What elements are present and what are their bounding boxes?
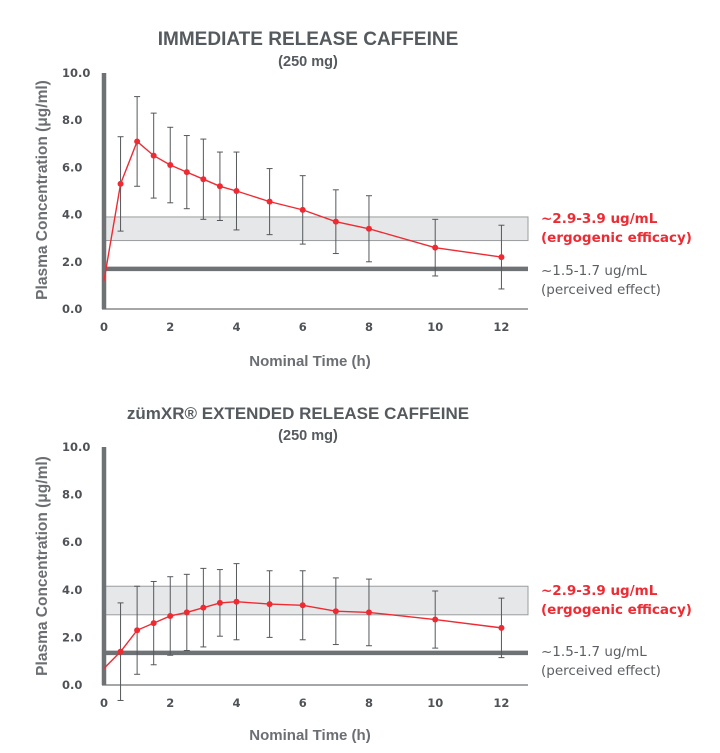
- data-point: [117, 648, 124, 655]
- x-tick-label: 2: [166, 696, 174, 710]
- data-point: [365, 225, 372, 232]
- chart-title: zümXR® EXTENDED RELEASE CAFFEINE: [127, 404, 469, 423]
- x-tick-label: 6: [299, 320, 307, 334]
- data-point: [216, 599, 223, 606]
- y-tick-label: 0.0: [62, 302, 82, 316]
- data-point: [299, 206, 306, 213]
- x-tick-label: 12: [493, 696, 509, 710]
- data-point: [498, 624, 505, 631]
- data-point: [200, 176, 207, 183]
- data-point: [266, 198, 273, 205]
- x-tick-label: 8: [365, 320, 373, 334]
- y-tick-label: 2.0: [62, 255, 82, 269]
- x-tick-label: 12: [493, 320, 509, 334]
- efficacy-annotation-range: ~2.9-3.9 ug/mL: [541, 211, 658, 227]
- perceived-annotation-label: (perceived effect): [541, 282, 661, 298]
- data-point: [150, 152, 157, 159]
- x-tick-label: 6: [299, 696, 307, 710]
- perceived-annotation-label: (perceived effect): [541, 663, 661, 679]
- data-point: [134, 138, 141, 145]
- data-point: [167, 612, 174, 619]
- data-point: [233, 188, 240, 194]
- x-tick-label: 0: [100, 696, 108, 710]
- data-point: [299, 602, 306, 609]
- chart-subtitle: (250 mg): [278, 54, 338, 70]
- x-tick-label: 10: [427, 320, 443, 334]
- data-point: [216, 183, 223, 190]
- x-tick-label: 10: [427, 696, 443, 710]
- data-point: [332, 218, 339, 225]
- y-tick-label: 8.0: [62, 488, 82, 502]
- data-point: [498, 254, 505, 261]
- y-tick-label: 0.0: [62, 678, 82, 692]
- x-tick-label: 4: [232, 320, 240, 334]
- chart-title: IMMEDIATE RELEASE CAFFEINE: [158, 29, 459, 50]
- efficacy-band: [103, 216, 529, 242]
- perceived-annotation-range: ~1.5-1.7 ug/mL: [541, 644, 647, 660]
- efficacy-band: [103, 585, 529, 616]
- data-point: [183, 609, 190, 616]
- x-tick-label: 2: [166, 320, 174, 334]
- y-tick-label: 4.0: [62, 208, 82, 222]
- data-point: [200, 604, 207, 611]
- efficacy-annotation-range: ~2.9-3.9 ug/mL: [541, 583, 658, 599]
- data-point: [365, 609, 372, 616]
- data-point: [432, 616, 439, 623]
- x-axis-label: Nominal Time (h): [249, 353, 370, 370]
- data-point: [432, 244, 439, 251]
- y-tick-label: 4.0: [62, 583, 82, 597]
- data-point: [134, 627, 141, 634]
- y-tick-label: 6.0: [62, 535, 82, 549]
- x-tick-label: 8: [365, 696, 373, 710]
- immediate-release-chart: IMMEDIATE RELEASE CAFFEINE (250 mg) Nomi…: [34, 29, 692, 370]
- extended-release-chart: zümXR® EXTENDED RELEASE CAFFEINE (250 mg…: [34, 404, 692, 744]
- efficacy-annotation-label: (ergogenic efficacy): [541, 602, 692, 618]
- y-tick-label: 2.0: [62, 630, 82, 644]
- perceived-annotation-range: ~1.5-1.7 ug/mL: [541, 263, 647, 279]
- x-tick-label: 0: [100, 320, 108, 334]
- data-point: [233, 598, 240, 605]
- x-tick-label: 4: [232, 696, 240, 710]
- data-point: [117, 180, 124, 187]
- y-tick-label: 10.0: [62, 66, 90, 80]
- y-tick-label: 6.0: [62, 160, 82, 174]
- data-point: [150, 620, 157, 627]
- data-point: [266, 601, 273, 608]
- y-axis-label: Plasma Concentration (μg/ml): [34, 80, 51, 300]
- efficacy-annotation-label: (ergogenic efficacy): [541, 230, 692, 246]
- data-point: [183, 169, 190, 176]
- data-point: [332, 608, 339, 615]
- chart-subtitle: (250 mg): [278, 428, 338, 444]
- x-axis-label: Nominal Time (h): [249, 727, 370, 744]
- data-point: [167, 162, 174, 169]
- y-axis-label: Plasma Concentration (μg/ml): [34, 456, 51, 676]
- y-tick-label: 8.0: [62, 113, 82, 127]
- y-tick-label: 10.0: [62, 440, 90, 454]
